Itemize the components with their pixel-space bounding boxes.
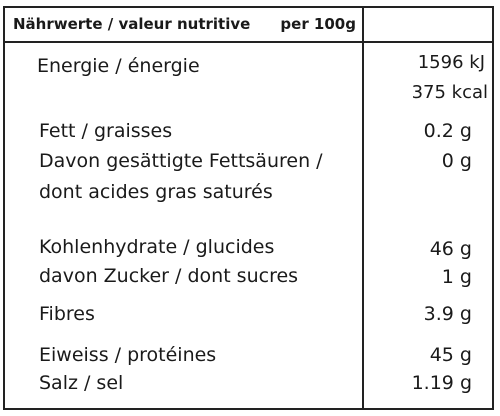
row-saturated-label2: dont acides gras saturés: [39, 181, 273, 203]
header-label: Nährwerte / valeur nutritive: [13, 15, 251, 33]
nutrition-table: Nährwerte / valeur nutritive per 100g: [3, 6, 494, 410]
row-energy-label: Energie / énergie: [37, 55, 200, 77]
row-fat-label: Fett / graisses: [39, 120, 173, 142]
row-fat-value: 0.2 g: [423, 120, 472, 142]
row-carbs-value: 46 g: [429, 238, 472, 260]
row-saturated-value: 0 g: [441, 150, 472, 172]
row-energy-kj: 1596 kJ: [417, 52, 485, 73]
row-protein-label: Eiweiss / protéines: [39, 344, 217, 366]
row-salt-label: Salz / sel: [39, 372, 124, 394]
row-fibre-label: Fibres: [39, 303, 95, 325]
row-saturated-label: Davon gesättigte Fettsäuren /: [39, 150, 323, 172]
row-carbs-label: Kohlenhydrate / glucides: [39, 236, 275, 258]
row-salt-value: 1.19 g: [411, 372, 472, 394]
row-sugar-label: davon Zucker / dont sucres: [39, 265, 299, 287]
row-sugar-value: 1 g: [441, 266, 472, 288]
column-divider: [362, 8, 364, 408]
header-per: per 100g: [280, 15, 356, 33]
row-fibre-value: 3.9 g: [423, 303, 472, 325]
row-energy-kcal: 375 kcal: [411, 82, 488, 103]
row-protein-value: 45 g: [429, 344, 472, 366]
header-divider: [5, 41, 492, 43]
